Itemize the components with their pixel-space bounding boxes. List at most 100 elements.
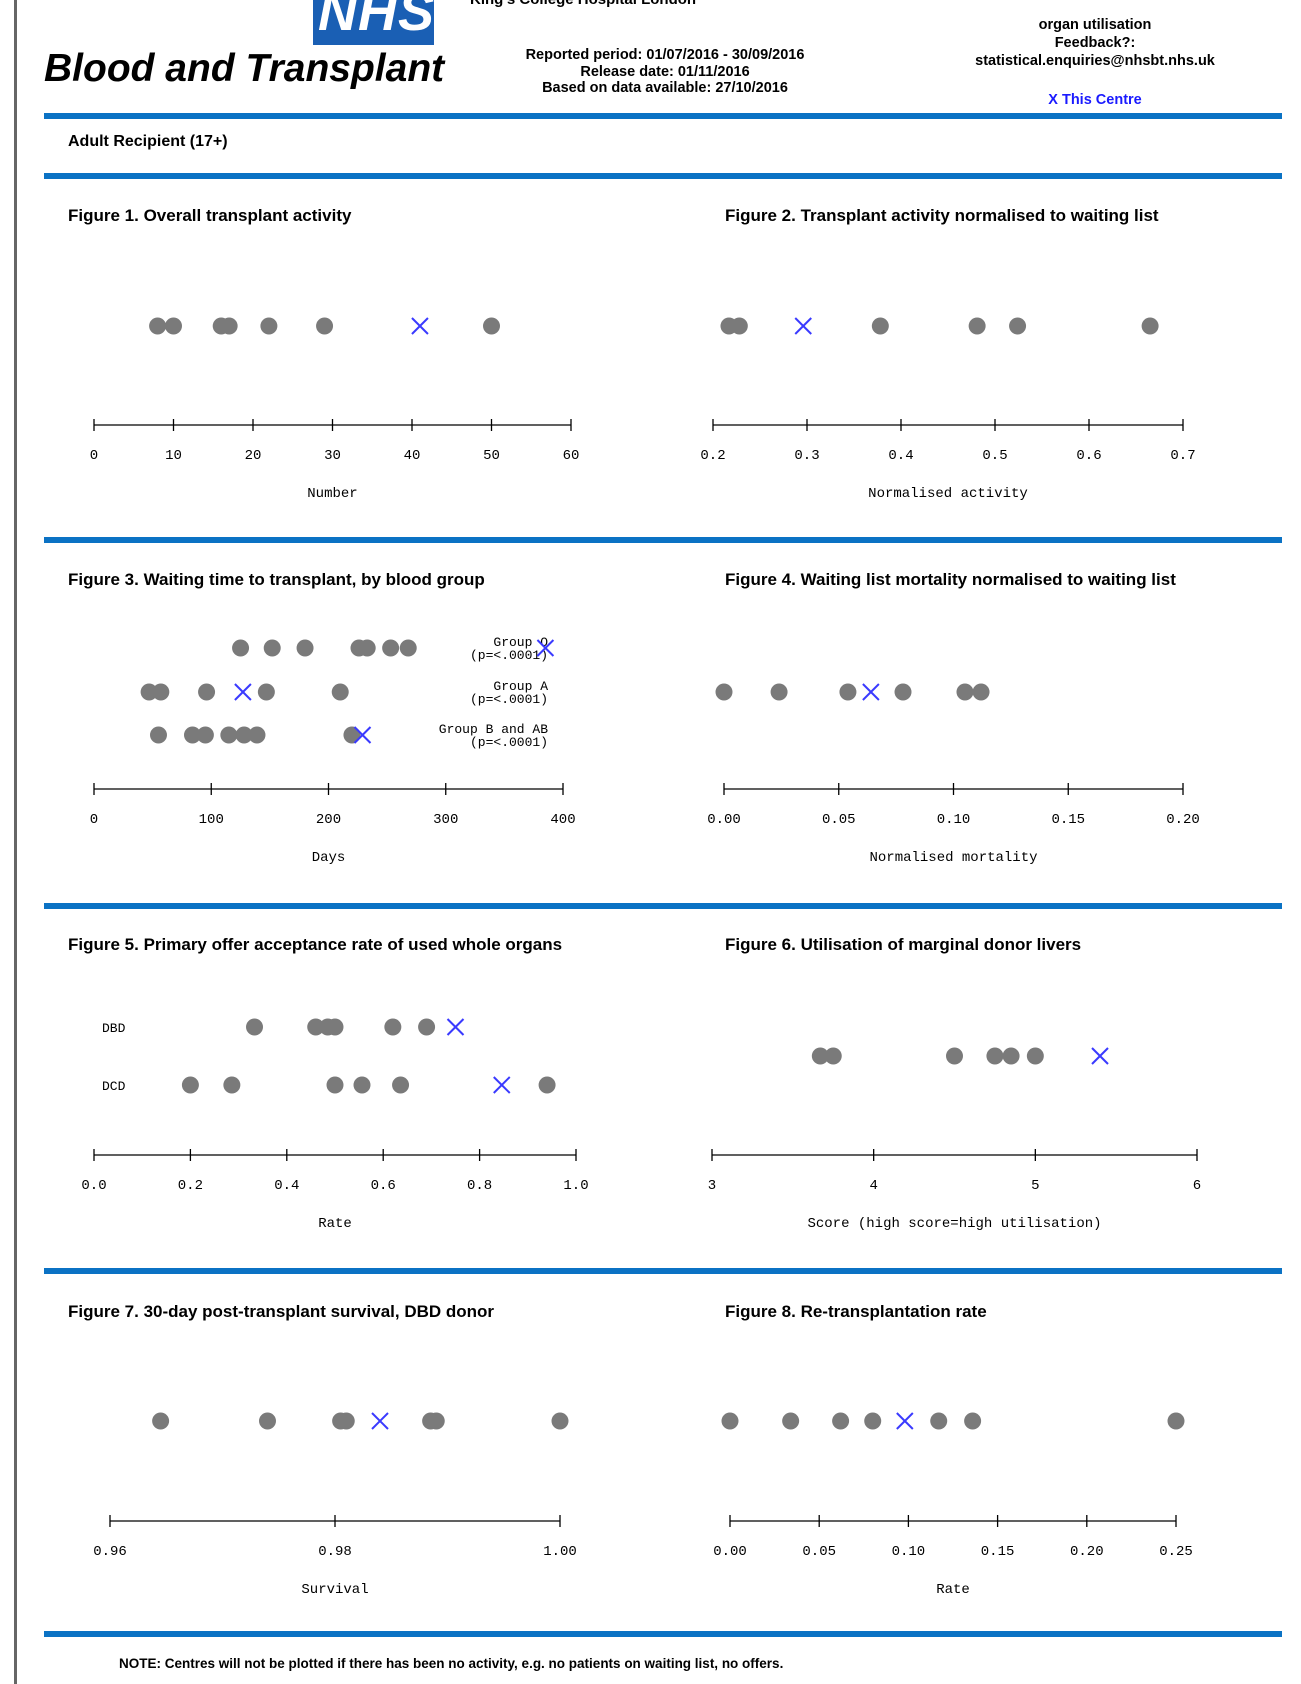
- centre-point: [223, 1076, 241, 1094]
- figure-4-plot: 0.00 0.05 0.10 0.15 0.20 Normalised mortality: [707, 683, 1200, 866]
- centre-point: [149, 317, 167, 335]
- x-tick-label: 0.15: [981, 1544, 1015, 1560]
- x-tick-label: 0.4: [888, 448, 913, 464]
- this-centre-stroke: [234, 683, 252, 701]
- feedback-email[interactable]: statistical.enquiries@nhsbt.nhs.uk: [975, 53, 1215, 69]
- row-label: DCD: [102, 1079, 126, 1094]
- centre-point: [358, 639, 376, 657]
- this-centre-stroke: [446, 1018, 465, 1036]
- divider-rule: [44, 903, 1282, 909]
- x-tick-label: 0.00: [707, 812, 741, 828]
- centre-point: [1002, 1047, 1020, 1065]
- centre-point: [986, 1047, 1004, 1065]
- this-centre-stroke: [371, 1412, 389, 1430]
- header-right-line1: organ utilisation: [1038, 17, 1152, 33]
- x-tick-label: 0.0: [81, 1178, 106, 1194]
- centre-point: [232, 639, 250, 657]
- centre-point: [946, 1047, 963, 1065]
- x-tick-label: 300: [433, 812, 458, 828]
- centre-point: [220, 317, 238, 335]
- figure-8-title: Figure 8. Re-transplantation rate: [725, 1302, 987, 1321]
- centre-point: [1009, 317, 1027, 335]
- centre-point: [399, 639, 417, 657]
- centre-point: [181, 1076, 199, 1094]
- this-centre-marker: [353, 726, 372, 744]
- centre-point: [770, 683, 788, 701]
- centre-point: [260, 317, 278, 335]
- figure-6-title: Figure 6. Utilisation of marginal donor …: [725, 935, 1082, 954]
- centre-point: [894, 683, 912, 701]
- legend-this-centre: X This Centre: [1048, 92, 1142, 108]
- x-tick-label: 0.7: [1170, 448, 1195, 464]
- centre-point: [956, 683, 974, 701]
- x-tick-label: 30: [324, 448, 341, 464]
- x-tick-label: 0.6: [1076, 448, 1101, 464]
- centre-point: [1141, 317, 1159, 335]
- x-tick-label: 0.6: [371, 1178, 396, 1194]
- figure-8-plot: 0.00 0.05 0.10 0.15 0.20 0.25 Rate: [713, 1412, 1193, 1598]
- centre-point: [149, 726, 167, 744]
- centre-point: [392, 1076, 410, 1094]
- x-axis-label: Rate: [318, 1216, 352, 1232]
- centre-point: [832, 1412, 850, 1430]
- figure-1-plot: 0 10 20 30 40 50 60 Number: [90, 317, 579, 502]
- centre-point: [721, 1412, 739, 1430]
- centre-point: [246, 1018, 264, 1036]
- reported-period: Reported period: 01/07/2016 - 30/09/2016: [525, 47, 805, 63]
- x-tick-label: 0.98: [318, 1544, 352, 1560]
- figure-3-title: Figure 3. Waiting time to transplant, by…: [68, 570, 485, 589]
- x-axis-label: Rate: [936, 1582, 970, 1598]
- centre-point: [140, 683, 158, 701]
- centre-point: [782, 1412, 800, 1430]
- row-label: DBD: [102, 1021, 126, 1036]
- nhs-logo: [313, 0, 434, 45]
- x-tick-label: 20: [245, 448, 262, 464]
- centre-point: [165, 317, 182, 335]
- centre-point: [972, 683, 990, 701]
- this-centre-stroke: [862, 683, 880, 701]
- centre-point: [538, 1076, 556, 1094]
- centre-point: [1026, 1047, 1044, 1065]
- x-tick-label: 3: [708, 1178, 716, 1194]
- figure-2-plot: 0.2 0.3 0.4 0.5 0.6 0.7 Normalised activity: [700, 317, 1196, 502]
- x-axis-label: Score (high score=high utilisation): [807, 1216, 1101, 1232]
- x-tick-label: 0: [90, 812, 98, 828]
- figure-1-title: Figure 1. Overall transplant activity: [68, 206, 352, 225]
- centre-name-clipped: King's College Hospital London: [470, 0, 825, 9]
- this-centre-marker: [862, 683, 880, 701]
- this-centre-marker: [446, 1018, 465, 1036]
- x-tick-label: 0.20: [1166, 812, 1200, 828]
- divider-rule: [44, 173, 1282, 179]
- x-axis-label: Number: [307, 486, 357, 502]
- figure-4-title: Figure 4. Waiting list mortality normali…: [725, 570, 1176, 589]
- x-tick-label: 5: [1031, 1178, 1039, 1194]
- centre-point: [296, 639, 314, 657]
- x-tick-label: 0.25: [1159, 1544, 1193, 1560]
- this-centre-stroke: [896, 1412, 914, 1430]
- centre-point: [964, 1412, 982, 1430]
- this-centre-marker: [536, 639, 555, 657]
- x-tick-label: 50: [483, 448, 500, 464]
- this-centre-stroke: [536, 639, 555, 657]
- section-label: Adult Recipient (17+): [68, 133, 228, 150]
- centre-point: [152, 683, 170, 701]
- this-centre-stroke: [493, 1076, 511, 1094]
- centre-point: [1167, 1412, 1185, 1430]
- x-tick-label: 0.10: [937, 812, 971, 828]
- row-label: Group O: [493, 635, 548, 650]
- figure-2-title: Figure 2. Transplant activity normalised…: [725, 206, 1159, 225]
- x-tick-label: 1.00: [543, 1544, 577, 1560]
- this-centre-marker: [1091, 1047, 1109, 1065]
- this-centre-stroke: [794, 317, 812, 335]
- this-centre-stroke: [353, 726, 372, 744]
- figure-5-title: Figure 5. Primary offer acceptance rate …: [68, 935, 563, 954]
- centre-point: [183, 726, 201, 744]
- centre-point: [968, 317, 986, 335]
- centre-point: [198, 683, 216, 701]
- centre-point: [427, 1412, 445, 1430]
- left-margin-bar: [14, 0, 17, 1684]
- row-label: Group A: [493, 679, 548, 694]
- this-centre-marker: [234, 683, 252, 701]
